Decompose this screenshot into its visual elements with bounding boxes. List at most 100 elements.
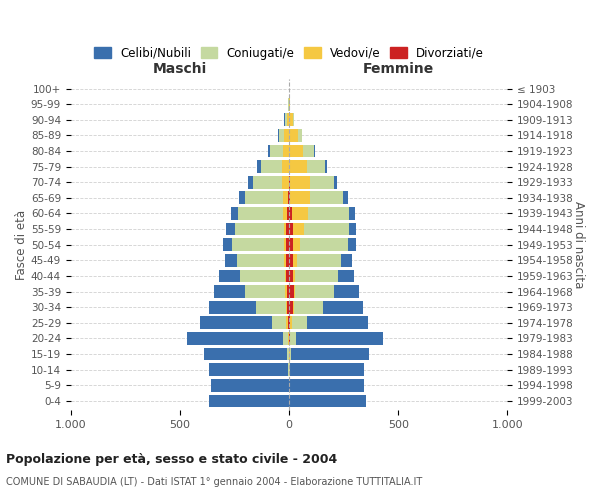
Bar	[238, 254, 289, 266]
Bar	[289, 207, 292, 220]
Text: Popolazione per età, sesso e stato civile - 2004: Popolazione per età, sesso e stato civil…	[6, 452, 337, 466]
Text: COMUNE DI SABAUDIA (LT) - Dati ISTAT 1° gennaio 2004 - Elaborazione TUTTITALIA.I: COMUNE DI SABAUDIA (LT) - Dati ISTAT 1° …	[6, 477, 422, 487]
Bar	[289, 129, 302, 142]
Bar	[289, 207, 349, 220]
Text: Maschi: Maschi	[153, 62, 207, 76]
Bar	[214, 285, 289, 298]
Bar	[287, 301, 289, 314]
Bar	[289, 114, 293, 126]
Bar	[289, 316, 368, 329]
Y-axis label: Fasce di età: Fasce di età	[15, 210, 28, 280]
Bar	[289, 98, 290, 110]
Bar	[289, 238, 300, 251]
Bar	[284, 114, 289, 126]
Bar	[278, 129, 289, 142]
Bar	[284, 254, 289, 266]
Bar	[289, 364, 290, 376]
Bar	[289, 301, 294, 314]
Bar	[282, 176, 289, 188]
Bar	[289, 207, 355, 220]
Bar	[289, 129, 298, 142]
Bar	[248, 176, 289, 188]
Bar	[268, 144, 289, 158]
Bar	[289, 270, 354, 282]
Bar	[287, 285, 289, 298]
Bar	[238, 207, 289, 220]
Bar	[289, 379, 364, 392]
Bar	[289, 301, 363, 314]
Bar	[289, 394, 365, 407]
Bar	[289, 285, 359, 298]
Bar	[220, 270, 289, 282]
Bar	[289, 254, 341, 266]
Bar	[289, 222, 304, 235]
Bar	[283, 332, 289, 345]
Bar	[289, 144, 315, 158]
Bar	[289, 254, 293, 266]
Bar	[205, 348, 289, 360]
Bar	[209, 394, 289, 407]
Text: Femmine: Femmine	[362, 62, 434, 76]
Bar	[283, 192, 289, 204]
Bar	[289, 285, 334, 298]
Bar	[289, 98, 290, 110]
Bar	[270, 144, 289, 158]
Bar	[240, 270, 289, 282]
Bar	[289, 364, 364, 376]
Bar	[288, 192, 289, 204]
Bar	[284, 129, 289, 142]
Bar	[245, 285, 289, 298]
Bar	[289, 332, 290, 345]
Bar	[289, 160, 307, 173]
Bar	[288, 332, 289, 345]
Bar	[231, 207, 289, 220]
Bar	[289, 144, 302, 158]
Bar	[286, 254, 289, 266]
Bar	[289, 160, 325, 173]
Bar	[289, 238, 356, 251]
Bar	[289, 285, 295, 298]
Bar	[289, 254, 352, 266]
Bar	[286, 270, 289, 282]
Bar	[289, 222, 356, 235]
Bar	[289, 270, 293, 282]
Bar	[289, 332, 383, 345]
Bar	[289, 348, 291, 360]
Bar	[286, 114, 289, 126]
Bar	[289, 222, 349, 235]
Bar	[289, 316, 292, 329]
Bar	[286, 238, 289, 251]
Bar	[289, 270, 295, 282]
Bar	[232, 238, 289, 251]
Bar	[282, 160, 289, 173]
Bar	[289, 114, 293, 126]
Bar	[289, 98, 290, 110]
Bar	[187, 332, 289, 345]
Bar	[224, 254, 289, 266]
Bar	[289, 301, 323, 314]
Bar	[289, 176, 310, 188]
Bar	[289, 192, 310, 204]
Bar	[223, 238, 289, 251]
Bar	[256, 301, 289, 314]
Bar	[289, 348, 370, 360]
Bar	[289, 254, 297, 266]
Bar	[288, 316, 289, 329]
Bar	[289, 144, 314, 158]
Bar	[289, 332, 296, 345]
Bar	[289, 207, 308, 220]
Bar	[287, 207, 289, 220]
Bar	[245, 192, 289, 204]
Bar	[287, 114, 289, 126]
Bar	[288, 98, 289, 110]
Bar	[209, 364, 289, 376]
Legend: Celibi/Nubili, Coniugati/e, Vedovi/e, Divorziati/e: Celibi/Nubili, Coniugati/e, Vedovi/e, Di…	[89, 42, 488, 64]
Bar	[289, 114, 294, 126]
Bar	[226, 222, 289, 235]
Bar	[289, 129, 302, 142]
Bar	[286, 222, 289, 235]
Bar	[235, 222, 289, 235]
Bar	[280, 129, 289, 142]
Bar	[257, 160, 289, 173]
Bar	[285, 270, 289, 282]
